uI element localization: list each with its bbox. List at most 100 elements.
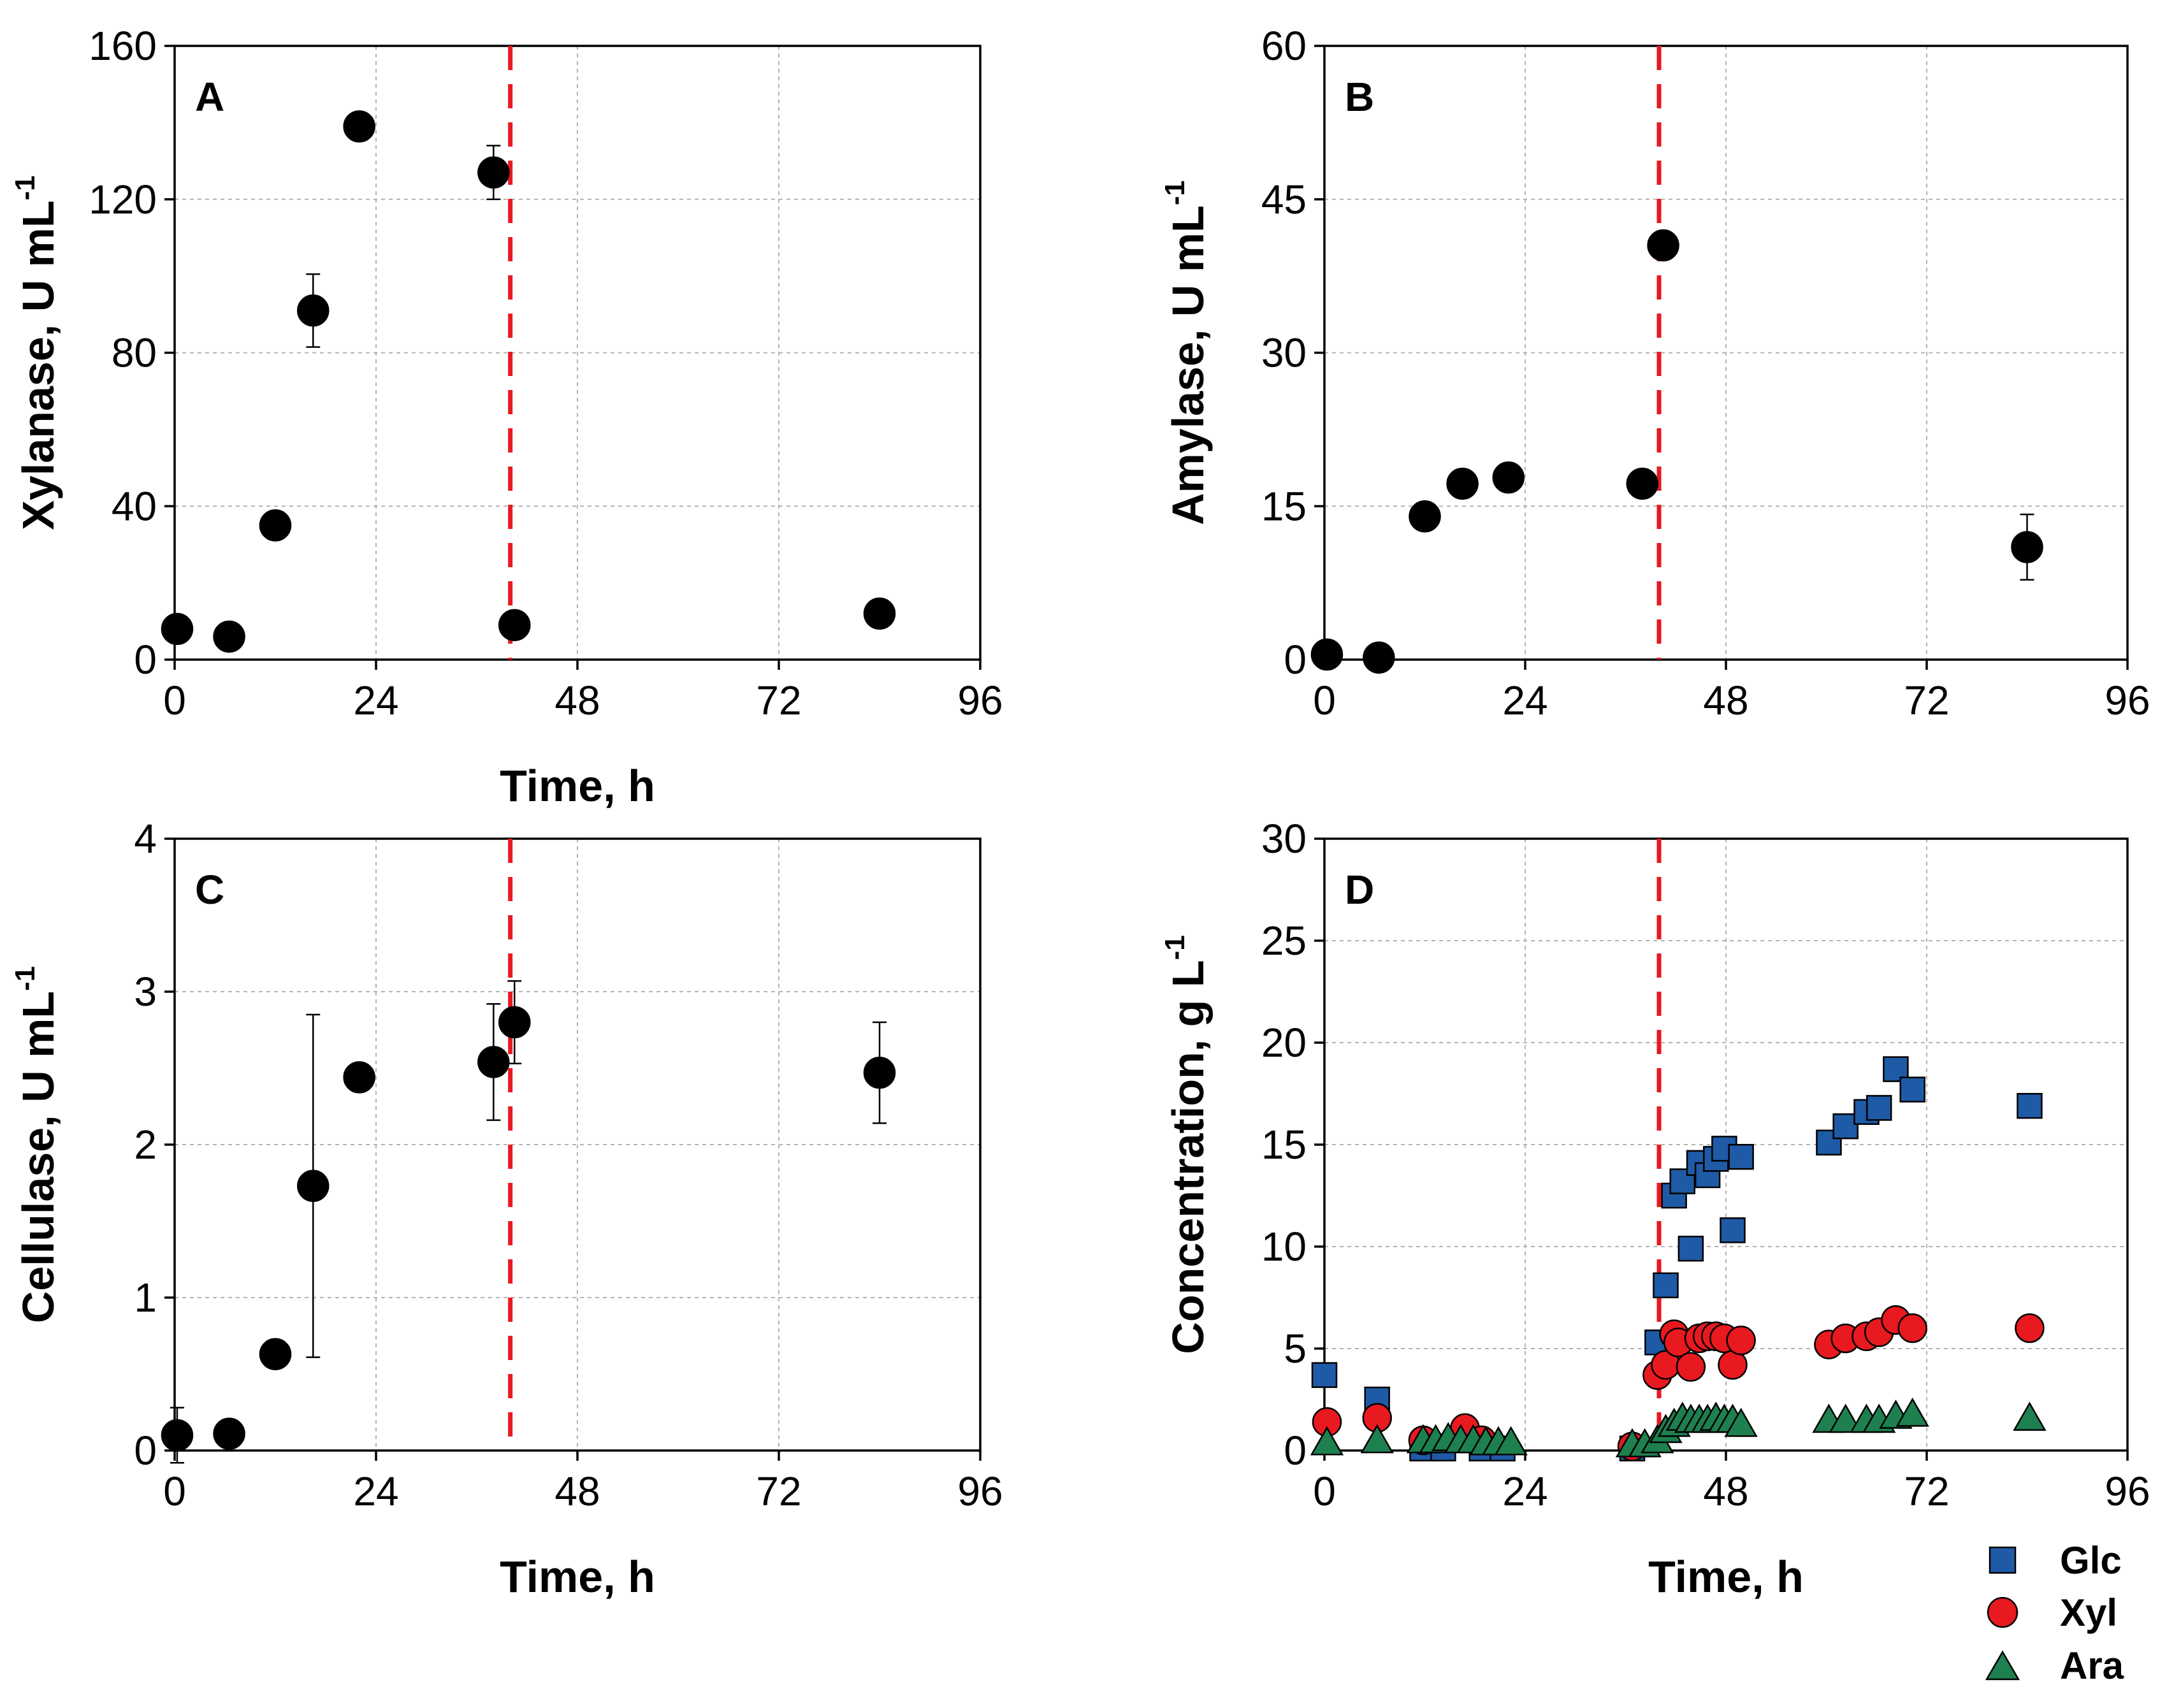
panel-a-xtick-label: 24 (353, 677, 398, 723)
panel-c-xtick-label: 24 (353, 1468, 398, 1514)
panel-c-series-cellulase (161, 980, 896, 1464)
panel-c-ylabel: Cellulase, U mL-1 (10, 966, 63, 1323)
panel-b-amylase-point (1492, 461, 1525, 494)
legend-xyl-marker (1987, 1596, 2018, 1628)
panel-b-amylase-point (1409, 500, 1441, 533)
panel-d-ara-point (2013, 1401, 2047, 1431)
legend-glc-marker (1989, 1546, 2017, 1574)
panel-d-ytick-label: 25 (1261, 918, 1307, 964)
panel-d-glc-point (1311, 1362, 1338, 1388)
panel-c-ytick-label: 4 (134, 816, 157, 862)
panel-d-ara-point (1724, 1407, 1758, 1437)
panel-a-xtick-label: 48 (554, 677, 600, 723)
panel-d-xyl-point (1676, 1352, 1706, 1382)
panel-b-amylase-point (2011, 531, 2043, 563)
panel-d-glc-point (1678, 1235, 1704, 1262)
panel-d-series-ara (1310, 1397, 2047, 1458)
panel-d-glc-point (2017, 1092, 2043, 1119)
panel-c-ytick-label: 3 (134, 969, 157, 1015)
panel-a-xylanase-point (213, 620, 245, 653)
panel-c-ytick-label: 1 (134, 1275, 157, 1321)
panel-d-ytick-label: 0 (1284, 1428, 1307, 1473)
panel-c-cellulase-point (343, 1061, 375, 1094)
panel-d-xtick-label: 72 (1904, 1468, 1949, 1514)
panel-d: 0 24 48 72 96 0 5 10 15 20 25 30 D Concentration, g L… (1159, 816, 2150, 1602)
panel-d-ytick-label: 10 (1261, 1224, 1307, 1270)
panel-b-xtick-label: 24 (1502, 677, 1547, 723)
panel-b-letter: B (1345, 74, 1374, 120)
panel-a-xtick-label: 72 (756, 677, 801, 723)
panel-b-ytick-label: 30 (1261, 330, 1307, 376)
panel-a-xylanase-point (161, 612, 194, 646)
panel-b: 0 24 48 72 96 0 15 30 45 60 B Amylase, U mL-1 (1159, 23, 2150, 723)
panel-c-cellulase-point (863, 1056, 896, 1089)
panel-c-cellulase-point (498, 1006, 531, 1039)
panel-d-ara-point (1494, 1426, 1528, 1456)
panel-b-xtick-label: 48 (1703, 677, 1748, 723)
panel-b-xtick-label: 72 (1904, 677, 1949, 723)
panel-c-cellulase-point (477, 1046, 510, 1078)
panel-c-xlabel: Time, h (500, 1552, 655, 1602)
panel-b-amylase-point (1626, 467, 1658, 500)
panel-a-xtick-label: 96 (957, 677, 1003, 723)
panel-d-xlabel: Time, h (1648, 1552, 1804, 1602)
panel-d-ytick-label: 15 (1261, 1122, 1307, 1168)
panel-b-ytick-label: 45 (1261, 177, 1307, 222)
panel-d-letter: D (1345, 867, 1374, 913)
panel-a-xtick-label: 0 (163, 677, 186, 723)
panel-d-xtick-label: 24 (1502, 1468, 1547, 1514)
panel-b-amylase-point (1647, 229, 1679, 262)
panel-d-ytick-label: 5 (1284, 1326, 1307, 1371)
legend-glc-label: Glc (2060, 1539, 2122, 1582)
panel-b-ytick-label: 60 (1261, 23, 1307, 69)
panel-a-ytick-label: 120 (89, 177, 157, 222)
panel-d-glc-point (1866, 1095, 1892, 1121)
panel-d-glc-point (1899, 1076, 1925, 1103)
panel-d-glc-point (1728, 1143, 1754, 1170)
panel-a-ytick-label: 80 (112, 330, 157, 376)
panel-d-xyl-point (1726, 1325, 1756, 1356)
panel-c-xtick-label: 0 (163, 1468, 186, 1514)
panel-d-ara-point (1829, 1403, 1862, 1433)
panel-c-ytick-label: 0 (134, 1428, 157, 1473)
panel-d-xyl-point (1897, 1313, 1927, 1343)
panel-b-amylase-point (1446, 467, 1479, 500)
panel-b-ylabel: Amylase, U mL-1 (1159, 180, 1213, 525)
panel-c-xtick-label: 48 (554, 1468, 600, 1514)
panel-a-xlabel: Time, h (500, 761, 655, 811)
legend-ara-label: Ara (2060, 1644, 2124, 1687)
panel-d-glc-point (1720, 1217, 1746, 1243)
panel-a-ytick-label: 40 (112, 483, 157, 529)
panel-d-ara-point (1310, 1426, 1344, 1456)
panel-b-xtick-label: 96 (2105, 677, 2150, 723)
legend-ara-marker (1985, 1650, 2020, 1681)
panel-a-letter: A (195, 74, 224, 120)
panel-a-xylanase-point (863, 597, 896, 630)
panel-d-xyl-point (2015, 1313, 2045, 1343)
legend-xyl-label: Xyl (2060, 1591, 2117, 1634)
panel-d-ara-point (1895, 1397, 1929, 1427)
panel-a-series-xylanase (161, 110, 896, 653)
panel-d-glc-point (1653, 1272, 1679, 1299)
panel-d-ytick-label: 20 (1261, 1020, 1307, 1066)
panel-a-ytick-label: 160 (89, 23, 157, 69)
panel-b-ytick-label: 15 (1261, 483, 1307, 529)
panel-c-cellulase-point (259, 1338, 292, 1371)
panel-b-amylase-point (1363, 641, 1395, 674)
panel-a-xylanase-point (498, 609, 531, 642)
panel-a: 0 24 48 72 96 0 40 80 120 160 A Xylanase, U mL-1 Tim… (10, 23, 1003, 811)
panel-a-ylabel: Xylanase, U mL-1 (10, 175, 63, 530)
panel-c-cellulase-point (213, 1417, 245, 1450)
panel-b-xtick-label: 0 (1313, 677, 1336, 723)
panel-d-ylabel: Concentration, g L-1 (1159, 935, 1213, 1354)
panel-d-xtick-label: 48 (1703, 1468, 1748, 1514)
panel-c-letter: C (195, 867, 224, 913)
panel-b-ytick-label: 0 (1284, 637, 1307, 683)
panel-d-xtick-label: 0 (1313, 1468, 1336, 1514)
panel-c-xtick-label: 96 (957, 1468, 1003, 1514)
panel-a-xylanase-point (343, 110, 375, 143)
panel-c-xtick-label: 72 (756, 1468, 801, 1514)
panel-d-xtick-label: 96 (2105, 1468, 2150, 1514)
panel-b-amylase-point (1310, 638, 1344, 671)
